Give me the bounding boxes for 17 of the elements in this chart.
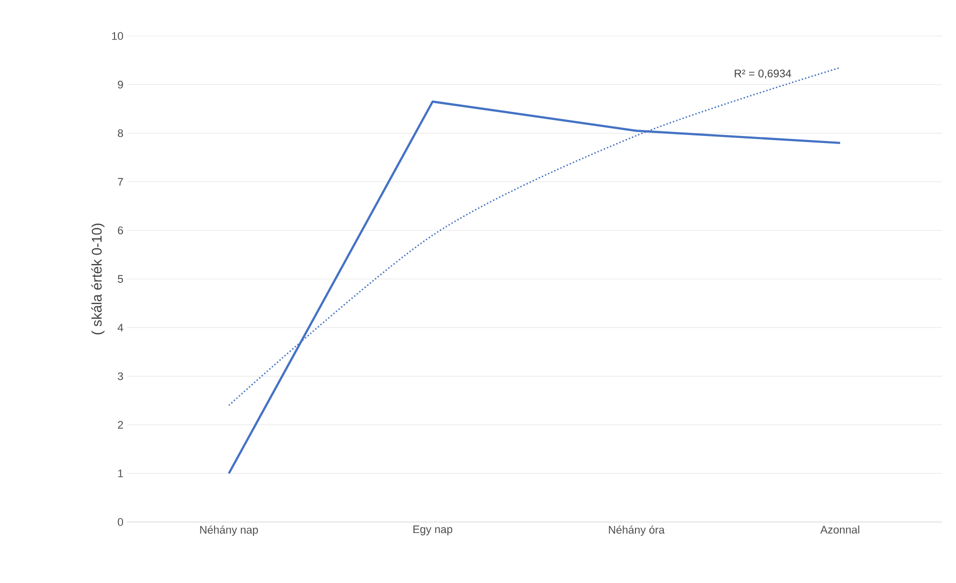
annotation: R² = 0,6934 (734, 70, 792, 79)
x-tick-label: Néhány óra (608, 526, 665, 536)
y-tick-label: 3 (118, 372, 123, 380)
y-tick-label: 8 (118, 129, 123, 138)
x-tick-label: Néhány nap (200, 526, 258, 536)
y-axis-title: ( skála érték 0-10) (91, 224, 104, 334)
y-tick-label: 9 (118, 80, 123, 88)
y-tick-label: 2 (118, 420, 123, 429)
y-tick-label: 10 (112, 32, 124, 40)
y-tick-label: 0 (118, 518, 124, 526)
y-tick-label: 6 (118, 226, 123, 234)
x-tick-label: Azonnal (820, 526, 860, 534)
y-tick-label: 4 (118, 324, 124, 332)
y-tick-label: 5 (118, 275, 124, 283)
y-tick-label: 1 (118, 470, 123, 478)
x-tick-label: Egy nap (413, 526, 452, 536)
y-tick-label: 7 (118, 178, 123, 186)
